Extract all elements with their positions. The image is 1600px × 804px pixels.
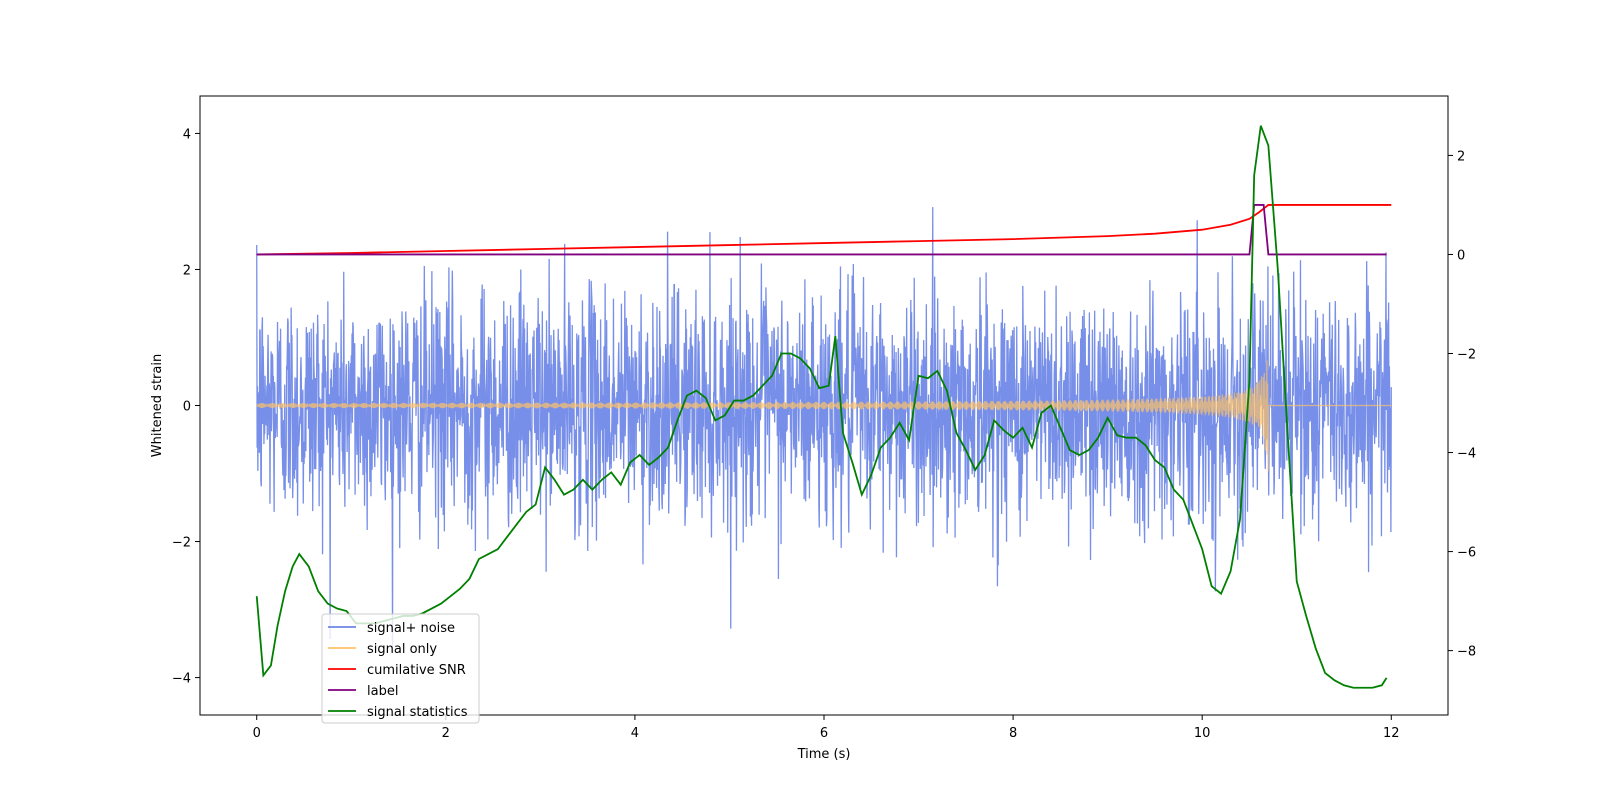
legend-item-signal-statistics: signal statistics — [328, 705, 468, 720]
x-tick-label: 2 — [442, 726, 450, 741]
x-tick-label: 0 — [253, 726, 261, 741]
x-tick-label: 4 — [631, 726, 639, 741]
series-signal-only-line — [256, 360, 1392, 472]
y-tick-label: −2 — [172, 536, 191, 551]
x-tick-label: 6 — [820, 726, 828, 741]
y-tick-label: 4 — [183, 127, 191, 142]
y-axis-label: Whitened strain — [150, 354, 165, 457]
legend-box — [321, 613, 480, 724]
y2-tick-label: −2 — [1457, 348, 1476, 363]
legend-label: label — [367, 684, 398, 699]
legend-label: cumilative SNR — [367, 663, 466, 678]
y2-tick-label: −8 — [1457, 645, 1476, 660]
y-tick-label: 0 — [183, 400, 191, 415]
y2-tick-label: 0 — [1457, 248, 1465, 263]
legend-label: signal statistics — [367, 705, 468, 720]
legend-label: signal+ noise — [367, 621, 455, 636]
y2-tick-label: 2 — [1457, 149, 1465, 164]
y2-tick-label: −6 — [1457, 546, 1476, 561]
x-tick-label: 12 — [1383, 726, 1400, 741]
legend-label: signal only — [367, 642, 437, 657]
x-tick-label: 8 — [1009, 726, 1017, 741]
series-signal-statistics-line — [255, 125, 1388, 689]
y-tick-label: −4 — [172, 672, 191, 687]
y-axis-right: −8 −6 −4 −2 0 2 — [1448, 149, 1476, 660]
legend: signal+ noise signal only cumilative SNR la… — [321, 613, 480, 724]
legend-item-label: label — [328, 684, 398, 699]
x-axis-label: Time (s) — [797, 747, 851, 762]
x-tick-label: 10 — [1194, 726, 1211, 741]
series-cumulative-snr-line — [256, 204, 1392, 256]
y2-tick-label: −4 — [1457, 447, 1476, 462]
legend-item-signal-noise: signal+ noise — [328, 621, 455, 636]
y-axis-left: −4 −2 0 2 4 — [172, 127, 200, 687]
plot-area — [255, 125, 1392, 689]
legend-item-signal-only: signal only — [328, 642, 437, 657]
legend-item-cumulative-snr: cumilative SNR — [328, 663, 466, 678]
series-label-line — [256, 204, 1387, 256]
y-tick-label: 2 — [183, 263, 191, 278]
